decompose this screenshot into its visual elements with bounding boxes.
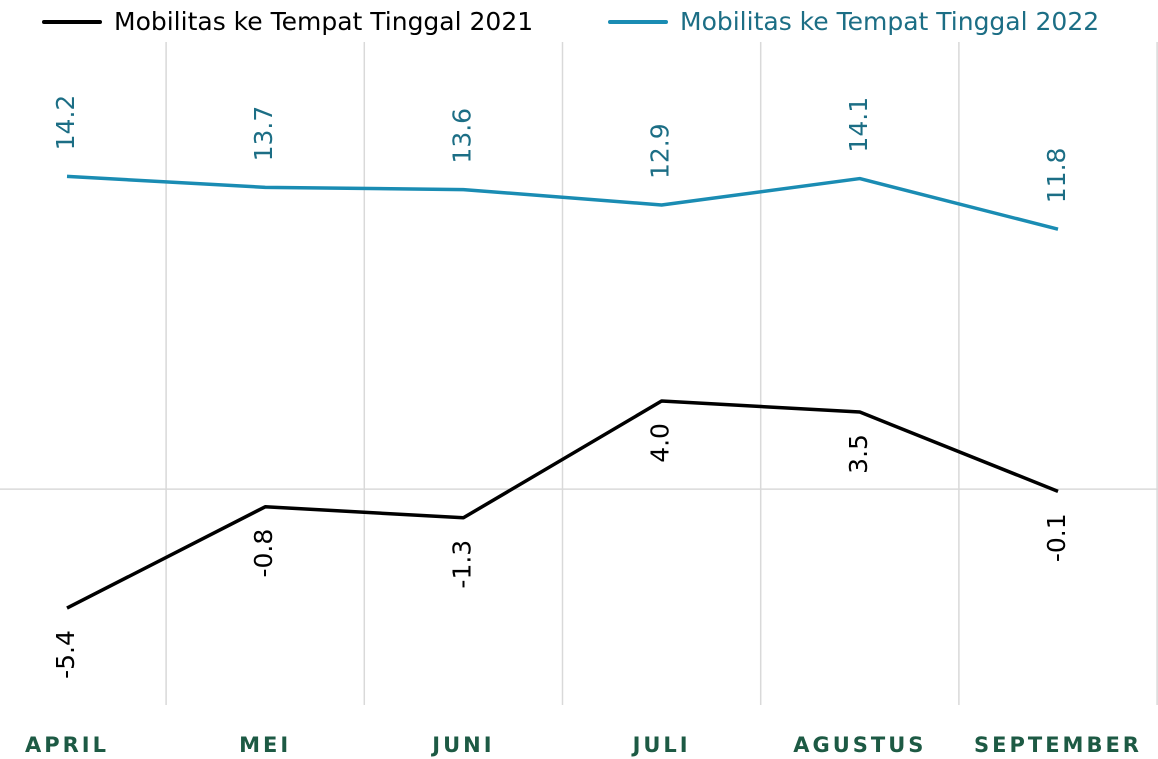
data-label: -1.3 <box>447 540 476 589</box>
data-label: 13.6 <box>447 108 476 164</box>
data-label: 13.7 <box>249 106 278 162</box>
data-label: 14.2 <box>51 95 80 151</box>
x-tick-label: JUNI <box>430 733 494 757</box>
x-tick-label: AGUSTUS <box>793 733 926 757</box>
data-label: 11.8 <box>1042 148 1071 204</box>
x-tick-label: JULI <box>631 733 691 757</box>
data-label: 3.5 <box>844 434 873 474</box>
data-label: -0.8 <box>249 529 278 578</box>
data-label: 14.1 <box>844 97 873 153</box>
data-label: 4.0 <box>646 423 675 463</box>
line <box>66 399 1059 610</box>
data-label: -0.1 <box>1042 513 1071 562</box>
data-label: -5.4 <box>51 630 80 679</box>
legend-label: Mobilitas ke Tempat Tinggal 2021 <box>114 7 533 36</box>
x-tick-label: SEPTEMBER <box>974 733 1142 757</box>
legend-label: Mobilitas ke Tempat Tinggal 2022 <box>680 7 1099 36</box>
data-label: 12.9 <box>646 123 675 179</box>
x-tick-label: APRIL <box>25 733 109 757</box>
line <box>66 174 1059 231</box>
x-tick-label: MEI <box>239 733 291 757</box>
